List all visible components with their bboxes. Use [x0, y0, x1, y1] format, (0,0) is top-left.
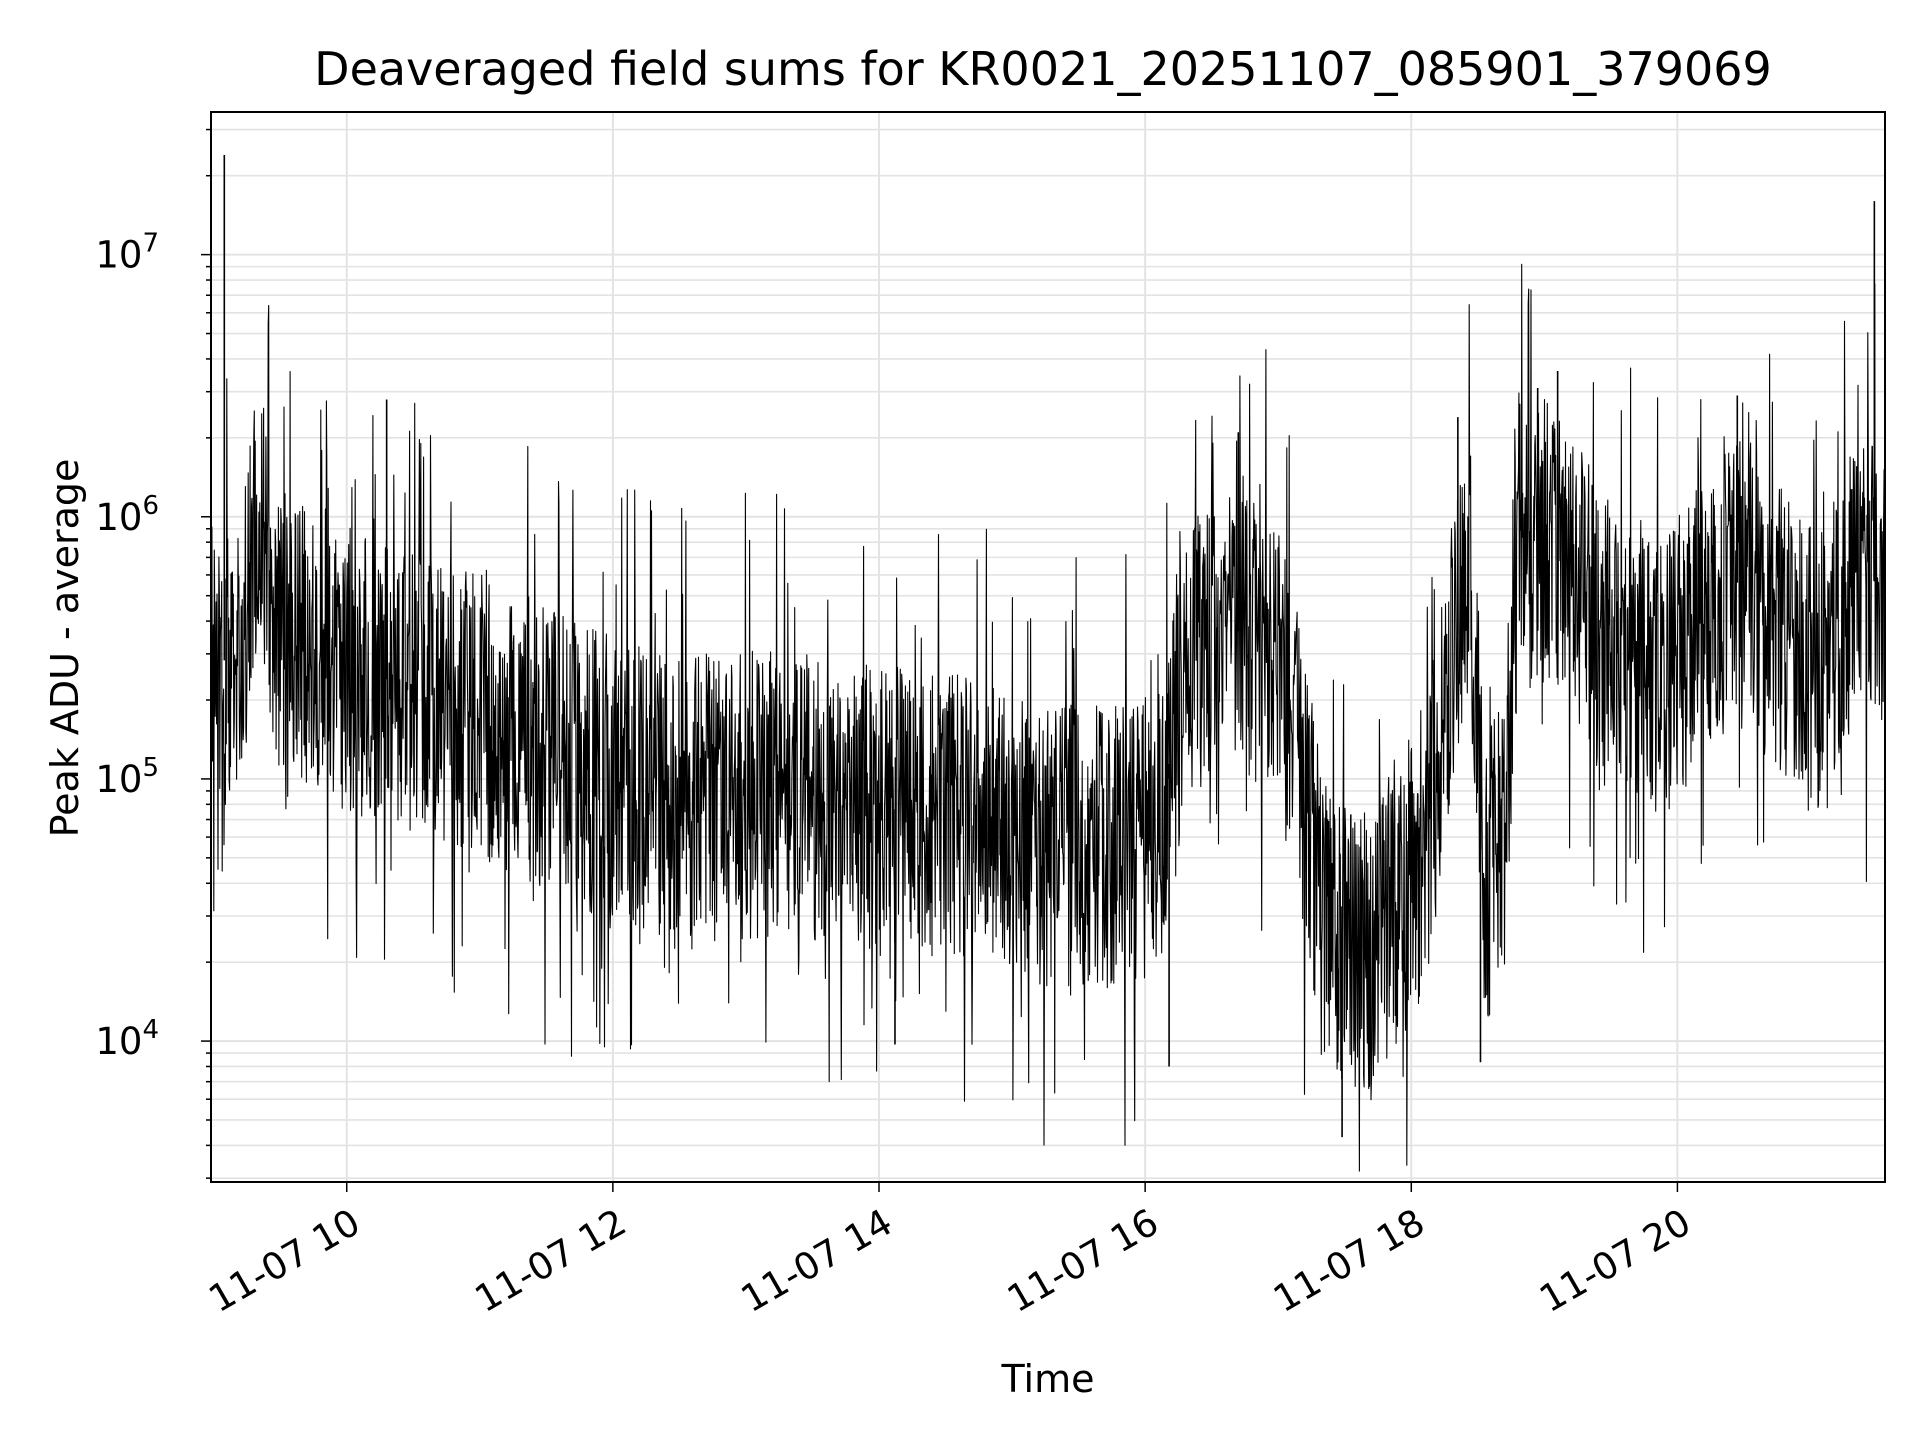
- y-tick-label: 107: [95, 229, 159, 277]
- x-axis: 11-07 10 11-07 12 11-07 14 11-07 16 11-07 18…: [202, 1182, 1698, 1321]
- y-tick-label: 105: [95, 753, 159, 801]
- plot-frame: [210, 111, 1886, 1183]
- x-axis-label: Time: [1001, 1357, 1095, 1401]
- y-axis-label: Peak ADU - average: [43, 459, 87, 838]
- chart-title: Deaveraged field sums for KR0021_2025110…: [314, 42, 1772, 96]
- x-tick-label: 11-07 14: [734, 1201, 900, 1321]
- x-tick-label: 11-07 16: [1000, 1201, 1166, 1321]
- y-tick-label: 104: [95, 1015, 159, 1063]
- series-line-path: [210, 263, 1886, 1172]
- x-tick-label: 11-07 18: [1266, 1201, 1432, 1321]
- x-tick-label: 11-07 10: [202, 1201, 368, 1321]
- series-line: [210, 154, 1886, 1172]
- x-tick-label: 11-07 20: [1532, 1201, 1698, 1321]
- x-tick-label: 11-07 12: [468, 1201, 634, 1321]
- y-tick-label: 106: [95, 491, 159, 539]
- y-axis: 104 105 106 107: [95, 229, 159, 1063]
